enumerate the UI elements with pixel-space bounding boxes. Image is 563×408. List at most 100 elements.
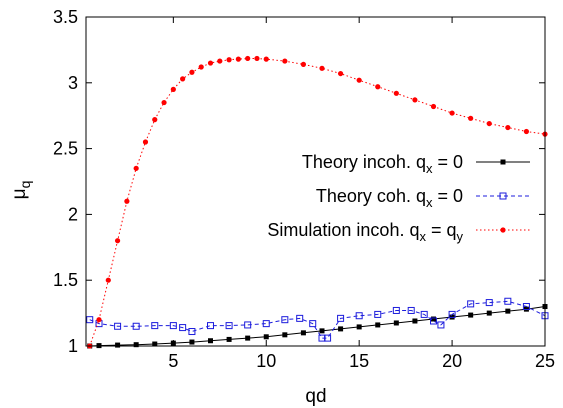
theory-coh-point [504, 297, 512, 305]
simulation-incoh-point [337, 70, 344, 77]
axes: 5 10 15 20 25 1 1.5 2 2.5 3 3.5 [53, 7, 555, 371]
simulation-incoh-point [235, 56, 241, 62]
simulation-incoh-point [180, 76, 186, 82]
theory-coh-point [467, 300, 475, 308]
theory-coh-point [296, 314, 304, 322]
theory-incoh-point [226, 336, 232, 342]
y-axis-label: μq [9, 181, 33, 200]
theory-coh-legend-marker [499, 192, 507, 200]
theory-incoh-legend-tail: = 0 [432, 152, 463, 172]
theory-coh-point [179, 324, 187, 332]
y-tick-label: 3 [68, 73, 78, 93]
theory-coh-point [355, 312, 363, 320]
simulation-incoh-point [393, 90, 399, 96]
y-axis-label-main: μ [9, 188, 30, 199]
theory-coh-point [437, 321, 445, 329]
theory-coh-point [225, 322, 233, 330]
simulation-incoh-legend-marker [500, 227, 506, 233]
simulation-incoh-point [356, 77, 362, 83]
theory-incoh-point [412, 318, 418, 324]
theory-coh-point [309, 320, 317, 328]
theory-coh-point [169, 322, 177, 330]
simulation-incoh-point [523, 128, 530, 135]
y-tick-label: 2.5 [53, 139, 78, 159]
theory-coh-legend-label: Theory coh. qx = 0 [316, 186, 463, 210]
theory-coh-point [244, 321, 252, 329]
simulation-incoh-point [263, 56, 269, 62]
theory-incoh-point [263, 334, 269, 340]
simulation-incoh-point [170, 86, 176, 92]
simulation-incoh-legend-main: Simulation incoh. q [267, 220, 419, 240]
theory-coh-point [86, 316, 94, 324]
theory-coh-point [262, 320, 270, 328]
simulation-incoh-point [254, 55, 260, 62]
theory-coh-point [132, 322, 140, 330]
simulation-incoh-point [207, 60, 214, 66]
simulation-incoh-point [449, 110, 455, 116]
theory-coh-line [89, 300, 546, 339]
theory-coh-point [485, 299, 493, 307]
theory-coh-point [392, 306, 400, 314]
simulation-incoh-series [87, 55, 548, 349]
simulation-incoh-point [468, 115, 474, 121]
theory-coh-point [324, 334, 332, 342]
theory-incoh-point [393, 320, 399, 326]
theory-incoh-legend-marker [500, 159, 506, 165]
theory-incoh-point [245, 335, 251, 341]
simulation-incoh-point [96, 317, 102, 323]
theory-coh-point [430, 317, 438, 325]
theory-coh-legend-sub: x [426, 195, 433, 210]
simulation-incoh-point [505, 124, 511, 131]
simulation-incoh-point [142, 139, 149, 145]
simulation-incoh-legend-tail: = q [426, 220, 457, 240]
y-tick-label: 3.5 [53, 7, 78, 27]
simulation-incoh-point [300, 61, 307, 67]
simulation-incoh-point [486, 120, 492, 127]
theory-incoh-point [115, 342, 121, 348]
theory-incoh-point [319, 328, 325, 334]
theory-incoh-point [189, 339, 195, 345]
theory-incoh-point [375, 322, 381, 328]
theory-incoh-line [89, 306, 546, 347]
x-tick-label: 10 [256, 351, 276, 371]
theory-incoh-point [505, 308, 511, 314]
theory-coh-legend-entry: Theory coh. qx = 0 [316, 186, 530, 210]
simulation-incoh-point [375, 84, 381, 90]
theory-coh-point [281, 316, 289, 324]
simulation-incoh-point [114, 238, 121, 244]
theory-incoh-point [468, 312, 474, 318]
simulation-incoh-point [319, 65, 325, 71]
theory-incoh-point [152, 341, 158, 347]
simulation-incoh-point [105, 277, 111, 283]
simulation-incoh-point [412, 97, 418, 103]
simulation-incoh-point [245, 55, 251, 62]
theory-incoh-series [87, 304, 548, 349]
simulation-incoh-point [133, 165, 139, 171]
theory-coh-point [407, 306, 415, 314]
simulation-incoh-point [198, 64, 204, 70]
theory-coh-point [522, 303, 530, 311]
theory-coh-point [151, 322, 159, 330]
simulation-incoh-point [217, 58, 223, 64]
y-tick-label: 2 [68, 204, 78, 224]
simulation-incoh-legend-label: Simulation incoh. qx = qy [267, 220, 463, 244]
simulation-incoh-point [430, 103, 437, 110]
x-tick-label: 5 [168, 351, 178, 371]
x-tick-label: 25 [535, 351, 555, 371]
simulation-incoh-point [189, 69, 195, 75]
simulation-incoh-legend-sub: x [419, 229, 426, 244]
theory-coh-point [188, 328, 196, 336]
theory-incoh-point [282, 332, 288, 338]
theory-incoh-point [431, 316, 437, 322]
y-axis-label-sub: q [17, 181, 33, 189]
theory-coh-point [337, 314, 345, 322]
theory-incoh-point [338, 326, 344, 332]
theory-incoh-point [356, 324, 362, 330]
simulation-incoh-point [282, 58, 288, 64]
theory-incoh-point [133, 342, 139, 348]
theory-incoh-point [208, 338, 214, 344]
plot-frame [85, 16, 546, 347]
theory-coh-legend-tail: = 0 [432, 186, 463, 206]
theory-coh-point [448, 310, 456, 318]
